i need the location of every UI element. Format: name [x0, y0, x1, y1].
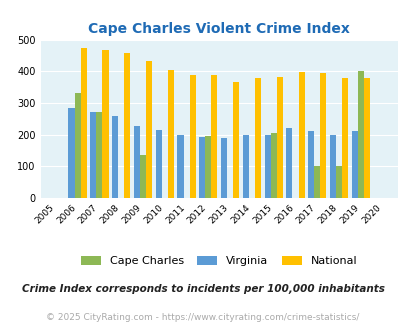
Bar [270, 133, 276, 198]
Text: Crime Index corresponds to incidents per 100,000 inhabitants: Crime Index corresponds to incidents per… [21, 284, 384, 294]
Bar [134, 126, 140, 198]
Bar [320, 73, 326, 198]
Bar [242, 135, 248, 198]
Bar [264, 135, 270, 198]
Bar [220, 138, 226, 198]
Bar [363, 78, 369, 198]
Bar [335, 166, 341, 198]
Bar [307, 131, 313, 198]
Bar [232, 82, 239, 198]
Bar [276, 77, 282, 198]
Bar [211, 75, 217, 198]
Title: Cape Charles Violent Crime Index: Cape Charles Violent Crime Index [88, 22, 350, 36]
Bar [81, 48, 87, 198]
Bar [167, 70, 173, 198]
Bar [96, 113, 102, 198]
Bar [140, 155, 146, 198]
Bar [357, 71, 363, 198]
Bar [341, 78, 347, 198]
Bar [177, 135, 183, 198]
Bar [329, 135, 335, 198]
Bar [313, 166, 320, 198]
Bar [286, 128, 292, 198]
Bar [90, 113, 96, 198]
Bar [146, 61, 152, 198]
Bar [75, 93, 81, 198]
Bar [254, 78, 260, 198]
Bar [199, 137, 205, 198]
Bar [124, 53, 130, 198]
Bar [351, 131, 357, 198]
Bar [68, 108, 75, 198]
Bar [298, 72, 304, 198]
Bar [102, 50, 108, 198]
Bar [189, 75, 195, 198]
Legend: Cape Charles, Virginia, National: Cape Charles, Virginia, National [77, 251, 361, 271]
Bar [205, 136, 211, 198]
Bar [112, 115, 118, 198]
Text: © 2025 CityRating.com - https://www.cityrating.com/crime-statistics/: © 2025 CityRating.com - https://www.city… [46, 313, 359, 322]
Bar [155, 130, 161, 198]
